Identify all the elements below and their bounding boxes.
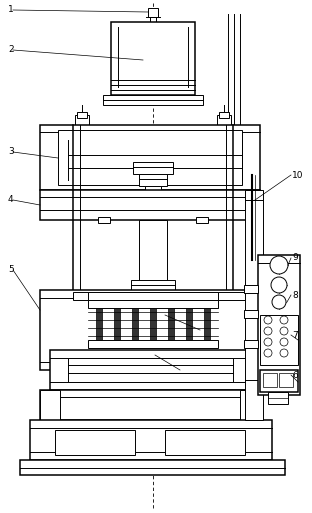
Circle shape (280, 316, 288, 324)
Bar (217, 115, 231, 125)
Text: 3: 3 (8, 148, 14, 156)
Bar (258, 255, 300, 395)
Bar (75, 115, 89, 125)
Bar (145, 186, 161, 190)
Bar (114, 308, 120, 340)
Circle shape (264, 327, 272, 335)
Bar (20, 460, 285, 475)
Bar (88, 340, 218, 348)
Bar (219, 112, 229, 118)
Bar (279, 373, 293, 387)
Bar (268, 392, 288, 404)
Circle shape (264, 349, 272, 357)
Text: 10: 10 (292, 170, 304, 180)
Bar (103, 95, 203, 105)
Bar (168, 308, 174, 340)
Circle shape (270, 256, 288, 274)
Circle shape (272, 295, 286, 309)
Circle shape (280, 327, 288, 335)
Bar (150, 308, 156, 340)
Bar (132, 308, 138, 340)
Circle shape (280, 349, 288, 357)
Text: 4: 4 (8, 195, 14, 205)
Text: 7: 7 (292, 330, 298, 340)
Bar (68, 358, 233, 382)
Text: 6: 6 (292, 370, 298, 380)
Circle shape (264, 338, 272, 346)
Bar (165, 430, 245, 455)
Bar (139, 174, 167, 186)
Bar (260, 315, 298, 365)
Bar (88, 300, 218, 308)
Bar (40, 125, 260, 190)
Bar (131, 280, 175, 292)
Bar (260, 370, 298, 392)
Bar (204, 308, 210, 340)
Bar (263, 373, 277, 387)
Bar (244, 340, 258, 348)
Bar (73, 292, 253, 300)
Circle shape (264, 316, 272, 324)
Bar (96, 308, 102, 340)
Bar (133, 162, 173, 174)
Bar (148, 8, 158, 17)
Bar (40, 190, 260, 220)
Bar (245, 190, 263, 420)
Text: 8: 8 (292, 290, 298, 300)
Circle shape (271, 277, 287, 293)
Bar (40, 390, 60, 420)
Bar (40, 290, 260, 370)
Bar (196, 217, 208, 223)
Bar (150, 17, 156, 22)
Bar (55, 430, 135, 455)
Text: 1: 1 (8, 6, 14, 14)
Bar (77, 112, 87, 118)
Bar (58, 130, 242, 185)
Text: 2: 2 (8, 46, 14, 54)
Bar (244, 310, 258, 318)
Bar (30, 420, 272, 460)
Bar (139, 220, 167, 280)
Bar (98, 217, 110, 223)
Text: 5: 5 (8, 266, 14, 274)
Bar (88, 292, 218, 300)
Bar (50, 350, 250, 390)
Text: 9: 9 (292, 253, 298, 263)
Bar (240, 390, 260, 420)
Bar (186, 308, 192, 340)
Bar (111, 22, 195, 95)
Bar (40, 390, 260, 420)
Circle shape (280, 338, 288, 346)
Bar (244, 285, 258, 293)
